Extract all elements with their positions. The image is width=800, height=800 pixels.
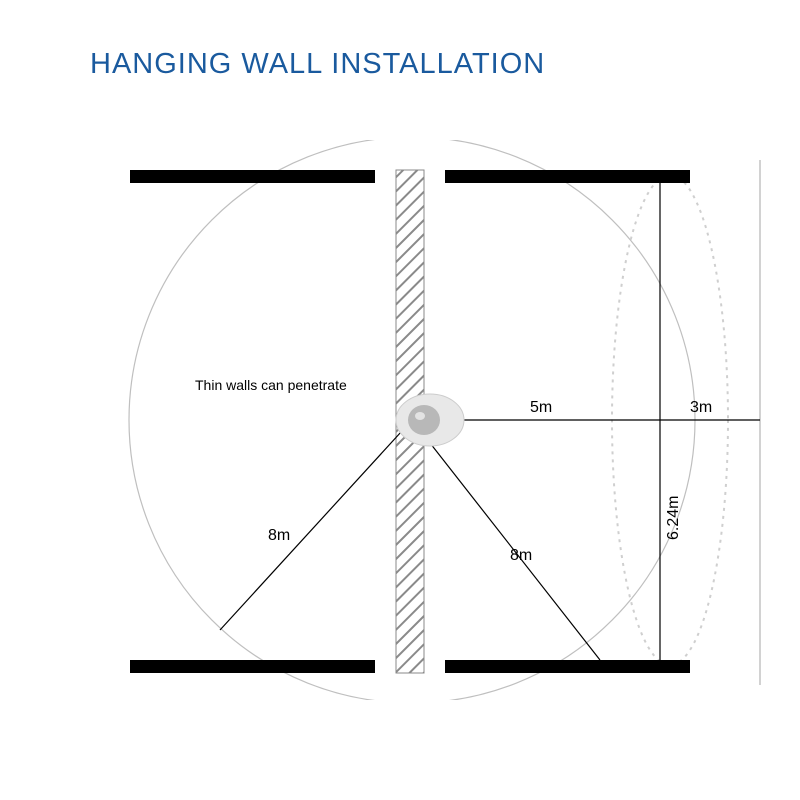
svg-text:6.24m: 6.24m [665,496,682,540]
svg-text:8m: 8m [510,547,532,564]
svg-text:3m: 3m [690,399,712,416]
svg-text:8m: 8m [268,527,290,544]
diagram-title: HANGING WALL INSTALLATION [90,48,545,81]
diagram-svg: Thin walls can penetrate 8m 8m 5m 3m 6.24m [50,140,770,700]
svg-text:Thin walls can penetrate: Thin walls can penetrate [195,377,347,393]
svg-text:5m: 5m [530,399,552,416]
installation-diagram: Thin walls can penetrate 8m 8m 5m 3m 6.24m [50,140,770,700]
